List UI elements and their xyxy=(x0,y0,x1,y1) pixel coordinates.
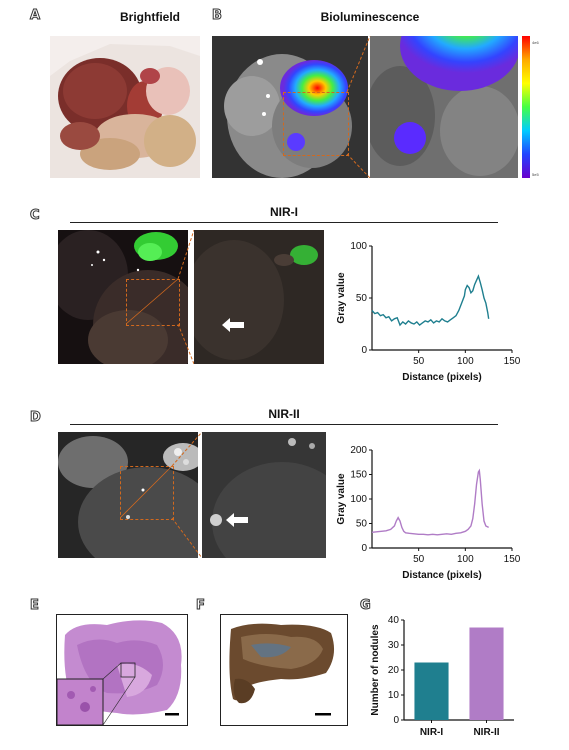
zoom-lines-c xyxy=(126,230,195,364)
colorbar-top-label: 4e6 xyxy=(532,40,539,45)
bioluminescence-zoom xyxy=(370,36,518,178)
brightfield-illustration xyxy=(50,36,200,178)
x-tick-label: 100 xyxy=(457,554,474,565)
y-tick-label: 0 xyxy=(361,543,367,554)
zoom-box-b xyxy=(283,92,349,156)
y-tick-label: 0 xyxy=(393,715,399,726)
y-tick-label: 100 xyxy=(350,241,367,252)
panel-d-title: NIR-II xyxy=(268,407,300,421)
y-axis-label: Gray value xyxy=(336,272,347,324)
bar xyxy=(469,627,504,720)
y-tick-label: 0 xyxy=(361,345,367,356)
x-tick-label: NIR-I xyxy=(420,727,444,738)
y-tick-label: 100 xyxy=(350,494,367,505)
panel-d-rule xyxy=(70,424,498,425)
y-tick-label: 20 xyxy=(388,665,400,676)
y-tick-label: 50 xyxy=(356,293,368,304)
zoom-lines-d xyxy=(120,432,203,558)
panel-c-title: NIR-I xyxy=(270,205,298,219)
x-tick-label: 100 xyxy=(457,356,474,367)
series-line xyxy=(371,468,489,536)
y-tick-label: 40 xyxy=(388,615,400,626)
y-tick-label: 30 xyxy=(388,640,400,651)
series-line xyxy=(371,274,490,327)
ihc-stain-photo xyxy=(220,614,348,726)
panel-label-f: F xyxy=(196,598,206,614)
ihc-stain-illustration xyxy=(221,615,347,725)
nir1-zoom xyxy=(194,230,324,364)
x-tick-label: 50 xyxy=(413,356,425,367)
zoom-lines-b xyxy=(346,36,371,178)
panel-label-a: A xyxy=(29,8,41,24)
x-tick-label: 150 xyxy=(504,356,521,367)
panel-a-title: Brightfield xyxy=(120,10,180,24)
x-tick-label: 150 xyxy=(504,554,521,565)
chart-g: 0 10 20 30 40 NIR-I NIR-II Number of nodules xyxy=(370,615,514,738)
arrow-icon xyxy=(222,318,244,332)
x-tick-label: 50 xyxy=(413,554,425,565)
nir2-zoom xyxy=(202,432,326,558)
x-axis-label: Distance (pixels) xyxy=(402,570,481,581)
panel-label-d: D xyxy=(30,410,42,426)
bar xyxy=(414,662,449,720)
zoom-box-d xyxy=(120,466,174,520)
x-tick-label: NIR-II xyxy=(473,727,499,738)
nir1-zoom-illustration xyxy=(194,230,324,364)
panel-label-g: G xyxy=(360,598,372,614)
y-tick-label: 10 xyxy=(388,690,400,701)
arrow-icon-2 xyxy=(226,513,248,527)
chart-d: 0 50 100 150 200 50 100 150 Distance (pixels) Gra… xyxy=(336,445,521,581)
zoom-box-c xyxy=(126,279,180,326)
panel-label-c: C xyxy=(30,208,41,224)
he-stain-illustration xyxy=(57,615,187,725)
bioluminescence-overview xyxy=(212,36,368,178)
y-axis-label: Number of nodules xyxy=(370,624,381,716)
nir1-illustration xyxy=(58,230,188,364)
panel-b-title: Bioluminescence xyxy=(320,10,420,24)
colorbar-bottom-label: 5e5 xyxy=(532,172,539,177)
y-tick-label: 150 xyxy=(350,470,367,481)
nir1-overview xyxy=(58,230,188,364)
nir2-illustration xyxy=(58,432,198,558)
y-axis-label: Gray value xyxy=(336,473,347,525)
y-tick-label: 50 xyxy=(356,519,368,530)
colorbar xyxy=(522,36,530,178)
panel-c-rule xyxy=(70,222,498,223)
y-tick-label: 200 xyxy=(350,445,367,456)
nir2-overview xyxy=(58,432,198,558)
panel-label-b: B xyxy=(212,8,223,24)
chart-c: 0 50 100 50 100 150 Distance (pixels) Gray valu… xyxy=(336,241,521,383)
he-stain-photo xyxy=(56,614,188,726)
panel-label-e: E xyxy=(30,598,40,614)
bioluminescence-illustration xyxy=(212,36,368,178)
x-axis-label: Distance (pixels) xyxy=(402,372,481,383)
brightfield-photo xyxy=(50,36,200,178)
nir2-zoom-illustration xyxy=(202,432,326,558)
bioluminescence-zoom-illustration xyxy=(370,36,518,178)
